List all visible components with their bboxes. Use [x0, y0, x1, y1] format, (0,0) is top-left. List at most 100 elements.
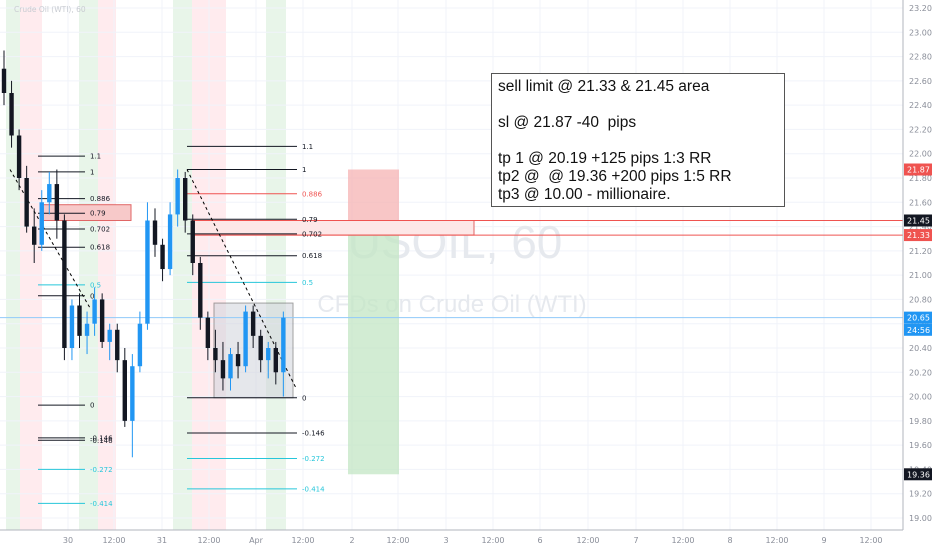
- drawing-zones: [0, 169, 903, 475]
- candle-body: [62, 220, 67, 348]
- price-badge: [904, 468, 932, 481]
- price-tick-label: 19.00: [909, 514, 932, 523]
- price-badge: [904, 229, 932, 242]
- time-axis[interactable]: 30 12:00 31 12:00 Apr 12:00 2 12:00 3 12:00 6 12:00…: [0, 529, 903, 545]
- price-badge: [904, 163, 932, 176]
- fib-level-label: 1: [90, 168, 94, 176]
- fib-level-label: 0.5: [302, 279, 313, 287]
- price-tick-label: 23.00: [909, 28, 932, 37]
- session-band: [266, 0, 286, 530]
- candle-body: [77, 305, 82, 336]
- candle-body: [273, 348, 278, 373]
- note-line-sell-limit: sell limit @ 21.33 & 21.45 area: [498, 78, 710, 95]
- time-tick-label: Apr: [249, 536, 264, 545]
- fib-level-label: -0.414: [90, 500, 113, 508]
- chart-grid: [0, 0, 903, 530]
- candle-body: [175, 178, 180, 215]
- fib-level-label: 0.618: [90, 244, 110, 252]
- price-tick-label: 22.80: [909, 53, 932, 62]
- session-band: [173, 0, 192, 530]
- time-tick-label: 7: [633, 536, 638, 545]
- price-tick-label: 22.00: [909, 150, 932, 159]
- price-tick-label: 20.40: [909, 344, 932, 353]
- take-profit-zone: [348, 220, 399, 475]
- fib-level-label: -0.272: [302, 455, 325, 463]
- time-tick-label: 3: [443, 536, 448, 545]
- candle-body: [183, 178, 188, 221]
- candle-body: [32, 226, 37, 245]
- candle-body: [152, 220, 158, 245]
- right-trend-dashed: [186, 169, 297, 389]
- candle-body: [258, 335, 263, 361]
- price-badge-label: 21.33: [907, 231, 930, 240]
- fib-level-label: 0.886: [90, 195, 111, 203]
- price-tick-label: 21.20: [909, 247, 932, 256]
- price-tick-label: 21.00: [909, 271, 932, 280]
- fibonacci-levels: 1.1 1 0.886 0.79 0.702 0.618 0.5 0 0 -0.146 -0.146…: [9, 143, 325, 508]
- candle-body: [115, 329, 120, 361]
- candle-body: [1, 68, 7, 93]
- time-tick-label: 6: [537, 536, 542, 545]
- time-tick-label: 12:00: [291, 536, 314, 545]
- time-tick-label: 12:00: [859, 536, 882, 545]
- candle-body: [266, 348, 271, 361]
- candle-body: [84, 323, 90, 336]
- fib-level-label: 1: [302, 166, 306, 174]
- candle-body: [24, 178, 29, 227]
- trade-plan-note[interactable]: sell limit @ 21.33 & 21.45 area sl @ 21.…: [491, 73, 785, 207]
- candle-body: [107, 329, 112, 342]
- candle-body: [205, 317, 211, 348]
- note-line-tp3: tp3 @ 10.00 - millionaire.: [498, 186, 671, 203]
- time-tick-label: 12:00: [481, 536, 504, 545]
- price-tick-label: 19.80: [909, 417, 932, 426]
- candle-body: [99, 299, 105, 342]
- candle-body: [130, 366, 135, 421]
- session-band: [6, 0, 20, 530]
- fib-level-label: 0: [302, 394, 306, 402]
- session-band: [20, 0, 42, 530]
- price-tick-label: 22.60: [909, 77, 932, 86]
- price-badge-label: 21.45: [907, 217, 930, 226]
- price-tick-label: 20.20: [909, 368, 932, 377]
- time-tick-label: 30: [63, 536, 73, 545]
- candle-body: [250, 311, 256, 336]
- fib-level-label: 0.886: [302, 190, 323, 198]
- fib-level-label: 1.1: [302, 143, 313, 151]
- time-tick-label: 12:00: [386, 536, 409, 545]
- fib-level-label: -0.146: [90, 437, 113, 445]
- price-tick-label: 22.40: [909, 101, 932, 110]
- session-band: [79, 0, 98, 530]
- left-trend-dashed: [9, 169, 91, 309]
- fib-level-label: 0.618: [302, 252, 322, 260]
- stop-loss-zone: [348, 169, 399, 221]
- fib-level-label: 0.79: [90, 210, 106, 218]
- candle-body: [220, 360, 226, 379]
- fib-level-label: -0.272: [90, 466, 113, 474]
- note-line-stop-loss: sl @ 21.87 -40 pips: [498, 114, 637, 131]
- price-axis-bg: [903, 0, 932, 550]
- fib-level-label: -0.414: [302, 485, 325, 493]
- candle-body: [47, 184, 52, 203]
- time-tick-label: 8: [727, 536, 732, 545]
- price-axis[interactable]: 23.20 23.00 22.80 22.60 22.40 22.20 22.00 21.80…: [902, 0, 932, 550]
- price-tick-label: 20.00: [909, 393, 932, 402]
- candle-body: [190, 220, 195, 263]
- candle-body: [160, 244, 165, 270]
- price-tick-label: 23.20: [909, 4, 932, 13]
- candle-body: [122, 360, 127, 421]
- candle-body: [198, 263, 203, 318]
- candle-body: [39, 202, 44, 245]
- time-tick-label: 12:00: [102, 536, 125, 545]
- price-badge-label: 24:56: [907, 326, 930, 335]
- price-badge: [904, 214, 932, 227]
- price-tick-label: 19.20: [909, 490, 932, 499]
- note-line-tp2: tp2 @ @ 19.36 +200 pips 1:5 RR: [498, 168, 732, 185]
- chart-title: Crude Oil (WTI), 60: [14, 5, 86, 14]
- note-line-tp1: tp 1 @ 20.19 +125 pips 1:3 RR: [498, 150, 712, 167]
- candle-body: [243, 311, 248, 367]
- fib-level-label: -0.146: [302, 430, 325, 438]
- session-band: [98, 0, 116, 530]
- time-tick-label: 12:00: [671, 536, 694, 545]
